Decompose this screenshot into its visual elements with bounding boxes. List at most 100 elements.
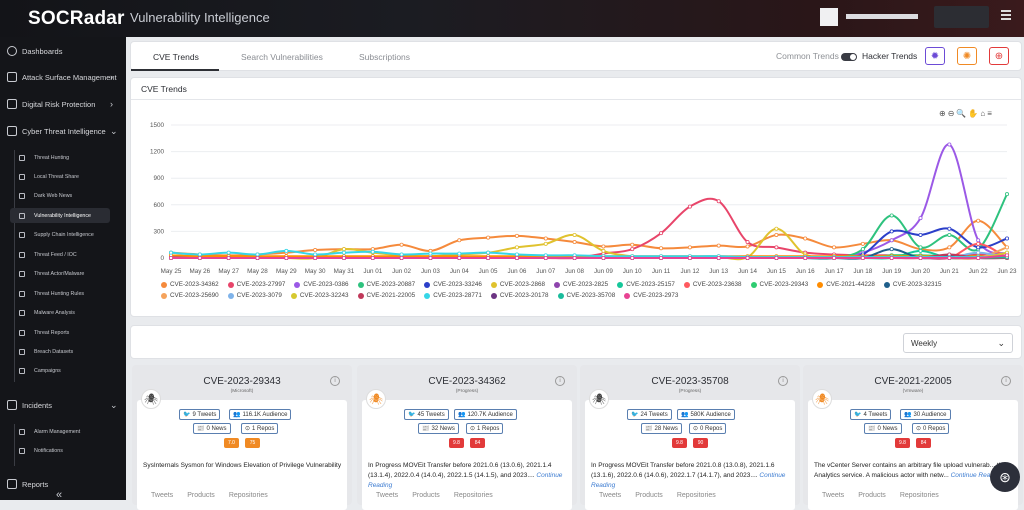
sidebar-sub-threat-feed[interactable]: Threat Feed / IOC <box>10 247 110 262</box>
data-point[interactable] <box>630 255 635 260</box>
data-point[interactable] <box>659 246 664 251</box>
sidebar-sub-campaigns[interactable]: Campaigns <box>10 363 110 378</box>
data-point[interactable] <box>947 245 952 250</box>
data-point[interactable] <box>341 247 346 252</box>
data-point[interactable] <box>687 245 692 250</box>
data-point[interactable] <box>918 245 923 250</box>
chart-toolbar[interactable]: ⊕⊖🔍✋⌂≡ <box>939 109 994 118</box>
help-icon[interactable]: ⊛ <box>990 462 1020 492</box>
data-point[interactable] <box>169 250 174 255</box>
sidebar-sub-dark-web-news[interactable]: Dark Web News <box>10 188 110 203</box>
continue-reading-link[interactable]: Continue Reading <box>591 472 786 489</box>
tab-products[interactable]: Products <box>412 492 440 499</box>
data-point[interactable] <box>601 255 606 260</box>
info-icon[interactable]: i <box>778 376 788 386</box>
repos-pill[interactable]: ⊙ 0 Repos <box>689 423 727 434</box>
data-point[interactable] <box>572 240 577 245</box>
news-pill[interactable]: 📰 0 News <box>864 423 902 434</box>
series-line[interactable] <box>171 227 1008 260</box>
sidebar-sub-threat-actor[interactable]: Threat Actor/Malware <box>10 266 110 281</box>
tab-repositories[interactable]: Repositories <box>453 492 493 499</box>
data-point[interactable] <box>399 252 404 257</box>
cve-id[interactable]: CVE-2021-22005 <box>874 376 952 387</box>
data-point[interactable] <box>486 255 491 260</box>
data-point[interactable] <box>976 218 981 223</box>
zoom-in-icon[interactable]: ⊕ <box>939 109 948 118</box>
sidebar-item-cti[interactable]: Cyber Threat Intelligence ⌄ <box>0 120 126 142</box>
data-point[interactable] <box>284 255 289 260</box>
tab-search-vulnerabilities[interactable]: Search Vulnerabilities <box>241 52 323 62</box>
data-point[interactable] <box>341 255 346 260</box>
series-line[interactable] <box>171 254 1008 260</box>
search-zoom-icon[interactable]: 🔍 <box>956 109 969 118</box>
tab-repositories[interactable]: Repositories <box>676 492 716 499</box>
sidebar-sub-threat-reports[interactable]: Threat Reports <box>10 325 110 340</box>
data-point[interactable] <box>745 244 750 249</box>
data-point[interactable] <box>226 250 231 255</box>
sidebar-sub-local-threat-share[interactable]: Local Threat Share <box>10 169 110 184</box>
data-point[interactable] <box>860 247 865 252</box>
sidebar-item-asm[interactable]: Attack Surface Management › <box>0 66 126 88</box>
data-point[interactable] <box>457 255 462 260</box>
data-point[interactable] <box>918 248 923 253</box>
data-point[interactable] <box>486 235 491 240</box>
legend-item[interactable]: CVE-2021-44228 <box>817 281 875 288</box>
tab-tweets[interactable]: Tweets <box>376 492 399 499</box>
sidebar-item-drp[interactable]: Digital Risk Protection › <box>0 93 126 115</box>
logo[interactable]: SOCRadar <box>28 8 125 30</box>
cve-card[interactable]: CVE-2023-34362 (Progress) i 🐦 45 Tweets 👥 120.… <box>357 365 577 510</box>
legend-item[interactable]: CVE-2023-35708 <box>557 292 615 299</box>
sidebar-sub-vulnerability-intelligence[interactable]: Vulnerability Intelligence <box>10 208 110 223</box>
data-point[interactable] <box>774 245 779 250</box>
cve-card[interactable]: CVE-2021-22005 (Vmware) i 🐦 4 Tweets 👥 30 Audi… <box>803 365 1023 510</box>
legend-item[interactable]: CVE-2023-25690 <box>161 292 219 299</box>
data-point[interactable] <box>197 252 202 257</box>
tab-tweets[interactable]: Tweets <box>151 492 174 499</box>
data-point[interactable] <box>1005 236 1010 241</box>
tab-products[interactable]: Products <box>187 492 215 499</box>
tab-tweets[interactable]: Tweets <box>599 492 622 499</box>
tab-tweets[interactable]: Tweets <box>822 492 845 499</box>
sidebar-item-incidents[interactable]: Incidents ⌄ <box>0 394 126 416</box>
data-point[interactable] <box>659 255 664 260</box>
data-point[interactable] <box>428 255 433 260</box>
data-point[interactable] <box>947 255 952 260</box>
data-point[interactable] <box>947 232 952 237</box>
data-point[interactable] <box>572 232 577 237</box>
tab-repositories[interactable]: Repositories <box>228 492 268 499</box>
legend-item[interactable]: CVE-2023-2825 <box>554 281 608 288</box>
menu-icon[interactable] <box>1001 10 1011 12</box>
sidebar-item-reports[interactable]: Reports <box>0 473 126 495</box>
tweets-pill[interactable]: 🐦 45 Tweets <box>404 409 449 420</box>
data-point[interactable] <box>716 255 721 260</box>
data-point[interactable] <box>976 238 981 243</box>
sidebar-sub-malware-analysis[interactable]: Malware Analysis <box>10 305 110 320</box>
data-point[interactable] <box>428 251 433 256</box>
data-point[interactable] <box>313 248 318 253</box>
data-point[interactable] <box>399 255 404 260</box>
data-point[interactable] <box>457 251 462 256</box>
tweets-pill[interactable]: 🐦 4 Tweets <box>850 409 892 420</box>
data-point[interactable] <box>226 255 231 260</box>
data-point[interactable] <box>745 240 750 245</box>
data-point[interactable] <box>889 213 894 218</box>
continue-reading-link[interactable]: Continue Reading <box>950 472 1003 479</box>
data-point[interactable] <box>284 248 289 253</box>
data-point[interactable] <box>514 252 519 257</box>
zoom-out-icon[interactable]: ⊖ <box>947 109 957 118</box>
cve-id[interactable]: CVE-2023-34362 <box>428 376 506 387</box>
sidebar-sub-breach-datasets[interactable]: Breach Datasets <box>10 344 110 359</box>
legend-item[interactable]: CVE-2023-20887 <box>357 281 415 288</box>
data-point[interactable] <box>543 241 548 246</box>
cve-card[interactable]: CVE-2023-35708 (Progress) i 🐦 24 Tweets 👥 580K… <box>580 365 800 510</box>
data-point[interactable] <box>1005 245 1010 250</box>
data-point[interactable] <box>774 226 779 231</box>
cve-id[interactable]: CVE-2023-35708 <box>651 376 729 387</box>
data-point[interactable] <box>601 248 606 253</box>
data-point[interactable] <box>716 243 721 248</box>
tab-products[interactable]: Products <box>635 492 663 499</box>
news-pill[interactable]: 📰 32 News <box>418 423 459 434</box>
audience-pill[interactable]: 👥 120.7K Audience <box>454 409 517 420</box>
data-point[interactable] <box>370 249 375 254</box>
data-point[interactable] <box>774 255 779 260</box>
